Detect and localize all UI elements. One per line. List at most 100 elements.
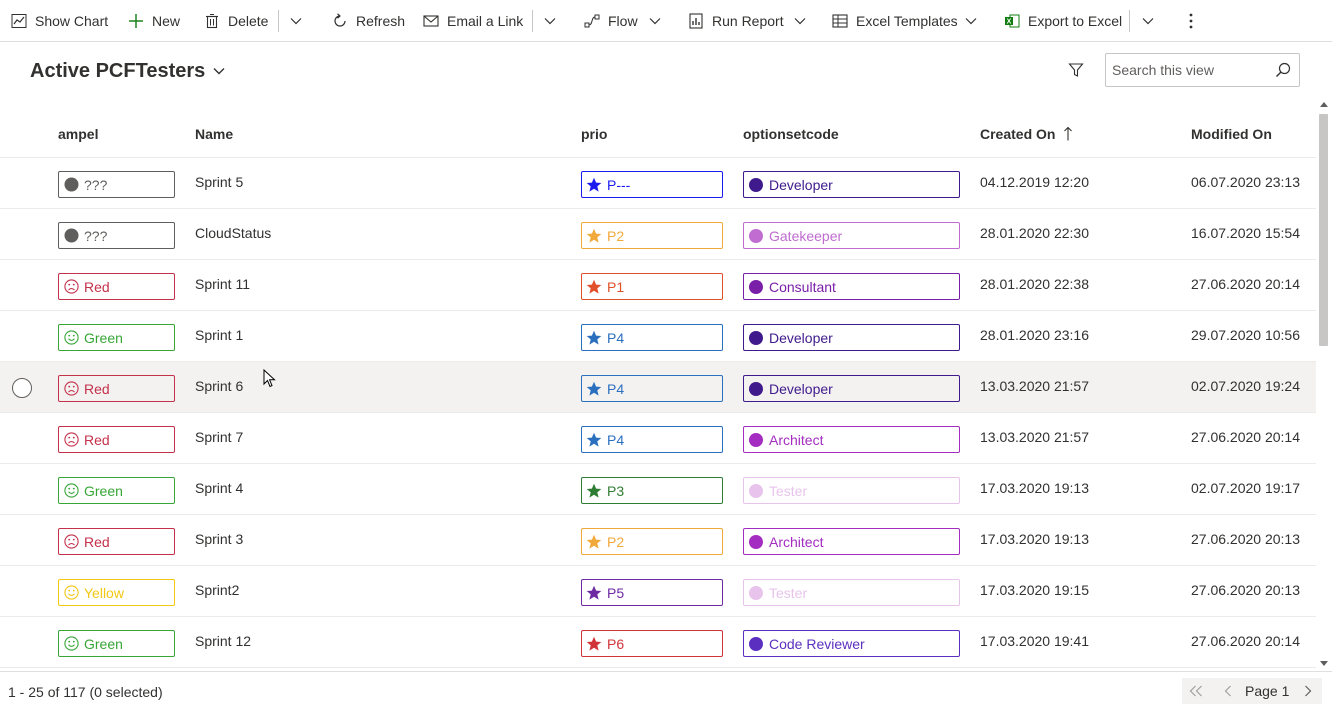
ampel-status-badge: Red: [58, 273, 175, 300]
excel-templates-chevron[interactable]: [960, 0, 982, 41]
option-dot-icon: [749, 483, 763, 498]
record-name[interactable]: Sprint 12: [195, 633, 252, 649]
excel-templates-button[interactable]: Excel Templates: [831, 0, 958, 41]
record-name[interactable]: CloudStatus: [195, 225, 272, 241]
chevron-down-icon: [649, 17, 661, 24]
more-email-chevron[interactable]: [539, 0, 561, 41]
created-on-value: 04.12.2019 12:20: [980, 174, 1089, 190]
run-report-chevron[interactable]: [789, 0, 811, 41]
run-report-button[interactable]: Run Report: [687, 0, 784, 41]
flow-icon: [583, 12, 601, 30]
view-selector[interactable]: Active PCFTesters: [30, 58, 225, 84]
record-name[interactable]: Sprint 11: [195, 276, 250, 292]
scroll-up-arrow[interactable]: [1320, 102, 1328, 107]
flow-chevron[interactable]: [644, 0, 666, 41]
modified-on-value: 02.07.2020 19:17: [1191, 480, 1300, 496]
star-icon: [586, 381, 602, 396]
prio-label: P6: [607, 635, 625, 652]
new-button[interactable]: New: [127, 0, 180, 41]
prio-label: P1: [607, 278, 625, 295]
record-name[interactable]: Sprint 1: [195, 327, 244, 343]
filter-button[interactable]: [1066, 60, 1086, 80]
record-name[interactable]: Sprint 3: [195, 531, 244, 547]
optionset-badge: Consultant: [743, 273, 960, 300]
column-header-prio[interactable]: prio: [581, 126, 608, 142]
trash-icon: [203, 12, 221, 30]
search-input[interactable]: [1112, 54, 1272, 86]
scrollbar-thumb[interactable]: [1319, 114, 1328, 346]
email-link-button[interactable]: Email a Link: [422, 0, 523, 41]
option-label: Architect: [769, 431, 824, 448]
vertical-scrollbar[interactable]: [1316, 98, 1332, 670]
record-name[interactable]: Sprint 5: [195, 174, 244, 190]
table-row[interactable]: ??? Sprint 5 P--- Developer 04.12.2019 12:20…: [0, 158, 1316, 209]
record-name[interactable]: Sprint 6: [195, 378, 244, 394]
delete-button[interactable]: Delete: [203, 0, 268, 41]
row-select-radio[interactable]: [12, 378, 32, 398]
pager: Page 1: [1182, 678, 1322, 704]
refresh-button[interactable]: Refresh: [331, 0, 405, 41]
record-name[interactable]: Sprint2: [195, 582, 240, 598]
table-row[interactable]: Red Sprint 7 P4 Architect 13.03.2020 21:57 27…: [0, 413, 1316, 464]
record-name[interactable]: Sprint 7: [195, 429, 244, 445]
table-row[interactable]: ??? CloudStatus P2 Gatekeeper 28.01.2020 22:…: [0, 209, 1316, 260]
option-dot-icon: [749, 636, 763, 651]
first-page-button[interactable]: [1188, 682, 1204, 700]
table-row[interactable]: Red Sprint 6 P4 Developer 13.03.2020 21:57 02…: [0, 362, 1316, 413]
more-delete-chevron[interactable]: [285, 0, 307, 41]
export-excel-chevron[interactable]: [1137, 0, 1159, 41]
ampel-label: Green: [84, 329, 123, 346]
column-header-ampel[interactable]: ampel: [58, 126, 99, 142]
next-page-button[interactable]: [1300, 682, 1316, 700]
modified-on-value: 29.07.2020 10:56: [1191, 327, 1300, 343]
table-row[interactable]: Yellow Sprint2 P5 Tester 17.03.2020 19:15 27.…: [0, 566, 1316, 617]
prio-label: P5: [607, 584, 625, 601]
flow-button[interactable]: Flow: [583, 0, 638, 41]
export-excel-button[interactable]: X Export to Excel: [1003, 0, 1122, 41]
table-row[interactable]: Green Sprint 1 P4 Developer 28.01.2020 23:16…: [0, 311, 1316, 362]
column-header-optionsetcode[interactable]: optionsetcode: [743, 126, 839, 142]
table-row[interactable]: Green Sprint 12 P6 Code Reviewer 17.03.2020 …: [0, 617, 1316, 668]
prio-badge: P2: [581, 528, 723, 555]
grid-header: ampel Name prio optionsetcode Created On…: [0, 108, 1316, 158]
scroll-down-arrow[interactable]: [1320, 661, 1328, 666]
chevron-left-icon: [1224, 685, 1231, 697]
previous-page-button[interactable]: [1220, 682, 1236, 700]
table-row[interactable]: Red Sprint 3 P2 Architect 17.03.2020 19:13 27…: [0, 515, 1316, 566]
column-header-created-on[interactable]: Created On: [980, 126, 1073, 142]
optionset-badge: Architect: [743, 426, 960, 453]
search-icon[interactable]: [1275, 62, 1291, 78]
sad-face-icon: [63, 279, 79, 294]
show-chart-button[interactable]: Show Chart: [10, 0, 108, 41]
optionset-badge: Tester: [743, 477, 960, 504]
option-label: Code Reviewer: [769, 635, 865, 652]
more-commands-button[interactable]: [1180, 0, 1202, 41]
table-row[interactable]: Red Sprint 11 P1 Consultant 28.01.2020 22:38…: [0, 260, 1316, 311]
show-chart-label: Show Chart: [35, 12, 109, 29]
prio-label: P---: [607, 176, 631, 193]
ampel-status-badge: Green: [58, 477, 175, 504]
smiley-face-icon: [63, 636, 79, 651]
option-label: Gatekeeper: [769, 227, 843, 244]
option-label: Consultant: [769, 278, 836, 295]
records-grid: ampel Name prio optionsetcode Created On…: [0, 108, 1316, 668]
prio-badge: P---: [581, 171, 723, 198]
view-title: Active PCFTesters: [30, 59, 206, 82]
ampel-status-badge: Green: [58, 630, 175, 657]
prio-label: P4: [607, 329, 625, 346]
record-name[interactable]: Sprint 4: [195, 480, 244, 496]
search-box: [1105, 53, 1300, 87]
created-on-value: 17.03.2020 19:13: [980, 531, 1089, 547]
ampel-label: Red: [84, 533, 110, 550]
column-header-name[interactable]: Name: [195, 126, 234, 142]
excel-template-icon: [831, 12, 849, 30]
sad-face-icon: [63, 534, 79, 549]
sort-ascending-icon: [1064, 126, 1073, 141]
delete-label: Delete: [228, 12, 269, 29]
ampel-status-badge: Green: [58, 324, 175, 351]
table-row[interactable]: Green Sprint 4 P3 Tester 17.03.2020 19:13 02.…: [0, 464, 1316, 515]
star-icon: [586, 279, 602, 294]
column-header-modified-on[interactable]: Modified On: [1191, 126, 1272, 142]
star-icon: [586, 534, 602, 549]
command-bar: Show Chart New Delete Refresh Email a Li…: [0, 0, 1332, 42]
